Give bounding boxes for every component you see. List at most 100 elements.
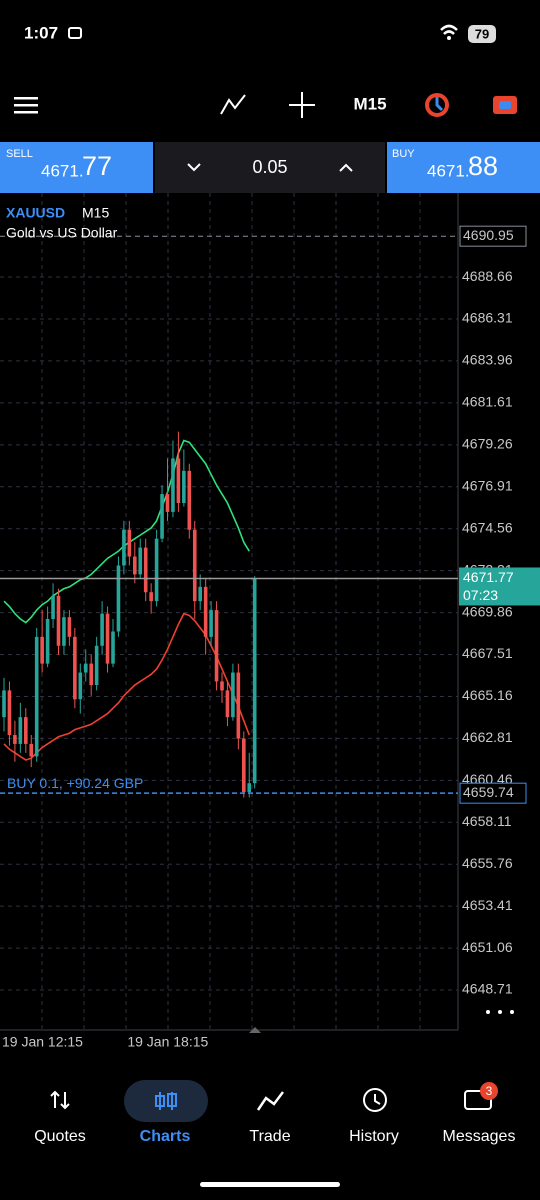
- candle-body: [105, 613, 110, 664]
- nav-tab[interactable]: History: [349, 1128, 399, 1145]
- candle-body: [143, 547, 148, 593]
- objects-hand: [435, 97, 444, 112]
- x-tick-label: 19 Jan 12:15: [2, 1034, 83, 1050]
- chart[interactable]: 4688.66 4686.31 4683.96 4681.61 4679.26 4676.…: [0, 193, 540, 1050]
- candle-body: [252, 578, 257, 784]
- candle-body: [236, 672, 241, 739]
- buy-button[interactable]: [387, 142, 540, 193]
- candle-body: [198, 586, 202, 602]
- candle-body: [51, 595, 55, 619]
- active-tab-bg: [124, 1080, 208, 1122]
- messages-icon: [464, 1090, 492, 1110]
- candle-body: [34, 636, 39, 757]
- y-tick-label: 4658.11: [462, 813, 512, 829]
- band-line: [3, 612, 250, 761]
- y-tick-label: 4648.71: [462, 981, 513, 997]
- wifi-icon: [440, 24, 458, 35]
- nav-tab[interactable]: Quotes: [34, 1128, 86, 1145]
- history-hand: [374, 1094, 381, 1105]
- battery-level: 79: [475, 26, 489, 41]
- y-tick-label: 4676.91: [462, 477, 513, 493]
- candle-body: [67, 617, 72, 637]
- status-time: 1:07: [24, 23, 58, 42]
- bar-timer: 07:23: [463, 587, 498, 603]
- lot-size[interactable]: 0.05: [252, 157, 287, 177]
- candle-body: [203, 586, 208, 637]
- lot-panel: [155, 142, 385, 193]
- x-tick-label: 19 Jan 18:15: [127, 1034, 208, 1050]
- candle-body: [89, 663, 93, 686]
- menu-bar: [14, 104, 38, 107]
- candle-body: [18, 717, 23, 744]
- buy-price-main: 4671.: [427, 161, 470, 180]
- timeframe: M15: [82, 205, 109, 221]
- more-dot: [498, 1010, 502, 1014]
- candle-body: [122, 529, 126, 566]
- candle-body: [149, 592, 153, 602]
- sell-button[interactable]: [0, 142, 153, 193]
- charts-icon-body: [155, 1095, 165, 1107]
- y-tick-label: 4651.06: [462, 939, 513, 955]
- sell-price-main: 4671.: [41, 161, 84, 180]
- band-line: [3, 439, 250, 624]
- y-tick-label: 4669.86: [462, 603, 513, 619]
- nav-tab[interactable]: Charts: [140, 1128, 191, 1145]
- more-dot: [510, 1010, 514, 1014]
- lot-decrease[interactable]: [187, 163, 201, 172]
- candle-body: [209, 610, 213, 637]
- sell-label: SELL: [6, 148, 33, 160]
- y-tick-label: 4681.61: [462, 394, 513, 410]
- candle-body: [94, 645, 99, 686]
- position-label: BUY 0.1, +90.24 GBP: [7, 775, 143, 791]
- position-price-box: [459, 782, 527, 804]
- price-line-label: 4690.95: [463, 227, 514, 243]
- trade-icon: [256, 1091, 284, 1111]
- menu-bar: [14, 111, 38, 114]
- y-tick-label: 4653.41: [462, 897, 513, 913]
- crosshair-button[interactable]: [289, 92, 315, 118]
- menu-bar: [14, 97, 38, 100]
- candle-body: [116, 565, 121, 632]
- candle-body: [62, 617, 66, 646]
- lock-icon: [68, 27, 82, 39]
- y-tick-label: 4662.81: [462, 729, 513, 745]
- buy-label: BUY: [392, 148, 415, 160]
- wifi-dot: [447, 36, 451, 40]
- position-price-label: 4659.74: [463, 784, 514, 800]
- price-line-box: [459, 225, 527, 247]
- candle-body: [133, 556, 137, 575]
- candle-body: [2, 690, 6, 718]
- indicators-button[interactable]: [220, 94, 246, 115]
- candle-body: [100, 613, 104, 646]
- badge: [480, 1082, 498, 1100]
- badge-count: 3: [486, 1084, 493, 1098]
- menu-button[interactable]: [14, 97, 38, 114]
- y-tick-label: 4674.56: [462, 519, 513, 535]
- candle-body: [138, 547, 143, 575]
- y-tick-label: 4667.51: [462, 645, 513, 661]
- nav-tab[interactable]: Trade: [249, 1128, 290, 1145]
- candle-body: [78, 672, 83, 700]
- nav-tab[interactable]: Messages: [443, 1128, 516, 1145]
- candle-body: [45, 618, 50, 664]
- candle-body: [154, 538, 159, 602]
- candle-body: [231, 672, 235, 718]
- objects-button[interactable]: [425, 93, 449, 117]
- lot-increase[interactable]: [339, 163, 353, 172]
- y-tick-label: 4686.31: [462, 310, 513, 326]
- candle-body: [13, 734, 17, 744]
- history-icon: [363, 1088, 387, 1112]
- candle-body: [242, 738, 246, 793]
- candle-body: [171, 458, 175, 512]
- timeframe-button[interactable]: M15: [353, 94, 386, 113]
- candle-body: [160, 494, 164, 539]
- current-price-label: 4671.77: [463, 569, 514, 585]
- current-price-box: [459, 567, 540, 606]
- y-tick-label: 4688.66: [462, 268, 513, 284]
- y-tick-label: 4683.96: [462, 352, 513, 368]
- description: Gold vs US Dollar: [6, 225, 118, 241]
- candle-body: [192, 529, 197, 602]
- y-tick-label: 4665.16: [462, 687, 513, 703]
- candle-body: [83, 663, 88, 673]
